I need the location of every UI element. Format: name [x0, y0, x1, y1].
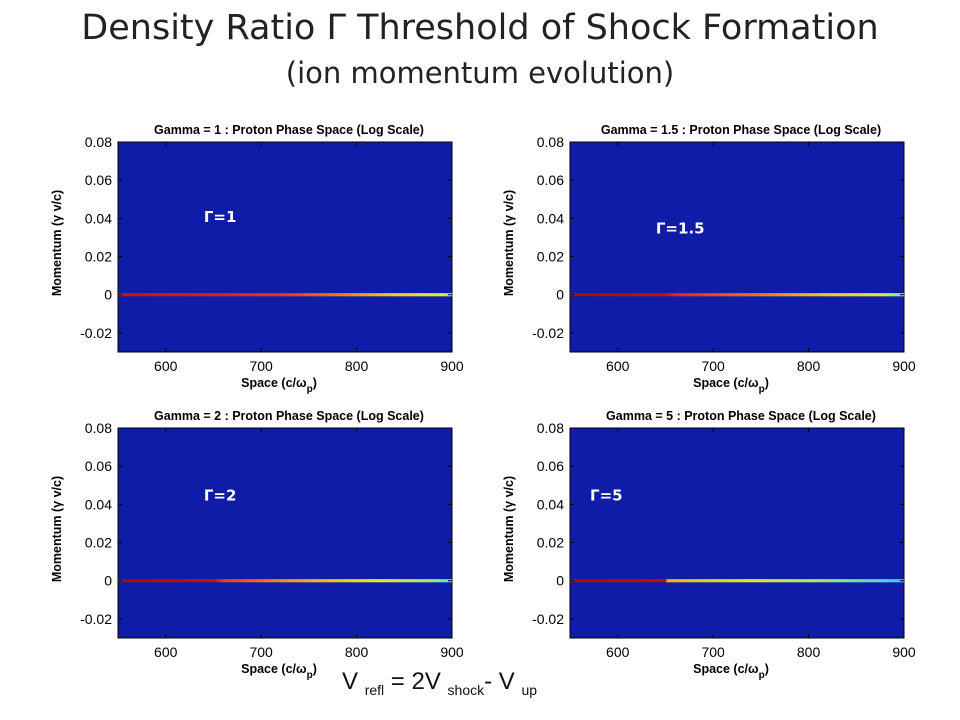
y-tick-label: 0.06	[85, 458, 112, 474]
x-tick-label: 600	[606, 644, 630, 660]
x-axis-label: Space (c/ωp)	[241, 662, 317, 681]
y-tick-label: 0	[104, 573, 112, 589]
x-tick-label: 700	[701, 358, 725, 374]
y-tick-label: 0.08	[85, 420, 112, 436]
x-axis-label-end: )	[765, 376, 769, 390]
momentum-band	[570, 579, 904, 583]
formula-2v-shock: 2V	[411, 668, 441, 695]
y-tick-label: -0.02	[80, 325, 112, 341]
x-axis-label-sub: p	[307, 384, 313, 395]
y-tick-label: 0	[556, 573, 564, 589]
x-axis-label-main: Space (c/ω	[693, 376, 759, 390]
y-tick-label: 0.08	[85, 134, 112, 150]
formula-minus: -	[484, 668, 499, 695]
x-axis-label: Space (c/ωp)	[693, 662, 769, 681]
momentum-band	[118, 293, 452, 297]
formula-sub-shock: shock	[447, 681, 485, 698]
x-axis-label-sub: p	[759, 670, 765, 681]
gamma-annotation: Γ=1	[204, 208, 237, 226]
x-tick-label: 600	[606, 358, 630, 374]
momentum-band	[118, 579, 452, 583]
y-tick-label: 0.06	[537, 458, 564, 474]
y-tick-label: 0.02	[537, 535, 564, 551]
formula-equals: =	[384, 668, 412, 695]
x-axis-label: Space (c/ωp)	[241, 376, 317, 395]
chart-panel-1: Gamma = 1 : Proton Phase Space (Log Scal…	[50, 123, 464, 395]
x-tick-label: 900	[892, 644, 916, 660]
y-axis-label: Momentum (γ v/c)	[50, 476, 64, 582]
y-axis-label: Momentum (γ v/c)	[50, 190, 64, 296]
chart-title: Gamma = 1.5 : Proton Phase Space (Log Sc…	[601, 123, 881, 137]
x-axis-label-main: Space (c/ω	[241, 376, 307, 390]
plot-area	[117, 141, 453, 353]
x-axis-label-main: Space (c/ω	[241, 662, 307, 676]
y-tick-label: 0.02	[85, 249, 112, 265]
y-tick-label: 0.04	[537, 210, 564, 226]
formula-sub-refl: refl	[364, 681, 385, 698]
y-tick-label: 0.08	[537, 134, 564, 150]
y-axis-label: Momentum (γ v/c)	[502, 476, 516, 582]
x-tick-label: 600	[154, 358, 178, 374]
y-tick-label: 0.06	[85, 172, 112, 188]
momentum-band	[570, 293, 904, 297]
x-tick-label: 700	[249, 644, 273, 660]
velocity-formula: V refl = 2V shock- V up	[342, 668, 537, 698]
chart-title: Gamma = 1 : Proton Phase Space (Log Scal…	[154, 123, 424, 137]
x-tick-label: 900	[440, 358, 464, 374]
y-tick-label: 0	[104, 287, 112, 303]
x-tick-label: 700	[249, 358, 273, 374]
x-tick-label: 700	[701, 644, 725, 660]
gamma-annotation: Γ=2	[204, 487, 237, 505]
x-axis-label-sub: p	[307, 670, 313, 681]
formula-v-refl: V	[342, 668, 359, 695]
formula-sub-up: up	[521, 681, 538, 698]
chart-title: Gamma = 2 : Proton Phase Space (Log Scal…	[154, 409, 424, 423]
y-tick-label: 0.02	[85, 535, 112, 551]
chart-panel-4: Gamma = 5 : Proton Phase Space (Log Scal…	[502, 409, 916, 681]
x-tick-label: 600	[154, 644, 178, 660]
x-axis-label-end: )	[313, 662, 317, 676]
gamma-annotation: Γ=5	[590, 487, 623, 505]
x-tick-label: 800	[797, 358, 821, 374]
chart-panel-2: Gamma = 1.5 : Proton Phase Space (Log Sc…	[502, 123, 916, 395]
y-tick-label: 0.02	[537, 249, 564, 265]
y-tick-label: 0.04	[537, 496, 564, 512]
formula-v-up: V	[498, 668, 515, 695]
x-tick-label: 900	[440, 644, 464, 660]
y-tick-label: 0	[556, 287, 564, 303]
plot-area	[569, 141, 905, 353]
chart-panel-3: Gamma = 2 : Proton Phase Space (Log Scal…	[50, 409, 464, 681]
x-axis-label-sub: p	[759, 384, 765, 395]
x-tick-label: 800	[797, 644, 821, 660]
y-tick-label: 0.06	[537, 172, 564, 188]
x-tick-label: 800	[345, 644, 369, 660]
y-tick-label: 0.04	[85, 210, 112, 226]
plot-area	[569, 427, 905, 639]
slide-title: Density Ratio Γ Threshold of Shock Forma…	[81, 8, 879, 48]
slide-subtitle: (ion momentum evolution)	[285, 56, 675, 90]
y-tick-label: 0.08	[537, 420, 564, 436]
y-tick-label: -0.02	[532, 325, 564, 341]
chart-title: Gamma = 5 : Proton Phase Space (Log Scal…	[606, 409, 876, 423]
y-tick-label: 0.04	[85, 496, 112, 512]
x-axis-label-end: )	[765, 662, 769, 676]
gamma-annotation: Γ=1.5	[656, 220, 705, 238]
y-axis-label: Momentum (γ v/c)	[502, 190, 516, 296]
y-tick-label: -0.02	[532, 611, 564, 627]
x-axis-label: Space (c/ωp)	[693, 376, 769, 395]
y-tick-label: -0.02	[80, 611, 112, 627]
x-axis-label-end: )	[313, 376, 317, 390]
x-axis-label-main: Space (c/ω	[693, 662, 759, 676]
plot-area	[117, 427, 453, 639]
x-tick-label: 900	[892, 358, 916, 374]
x-tick-label: 800	[345, 358, 369, 374]
